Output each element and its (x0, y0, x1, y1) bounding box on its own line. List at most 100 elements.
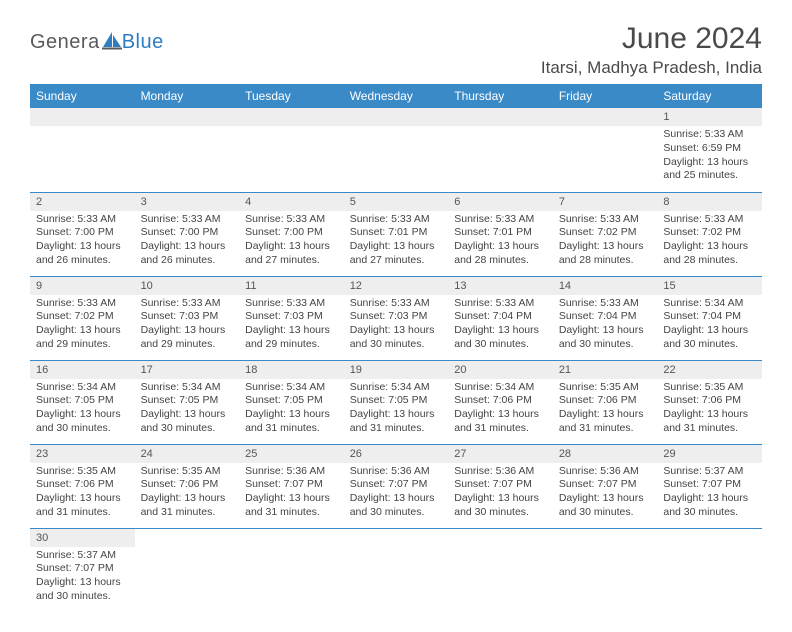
calendar-table: SundayMondayTuesdayWednesdayThursdayFrid… (30, 84, 762, 612)
day-body: Sunrise: 5:34 AMSunset: 7:05 PMDaylight:… (135, 379, 240, 440)
day-body: Sunrise: 5:33 AMSunset: 7:00 PMDaylight:… (239, 211, 344, 272)
day-number: 5 (344, 193, 449, 211)
calendar-cell: 8Sunrise: 5:33 AMSunset: 7:02 PMDaylight… (657, 192, 762, 276)
day-body: Sunrise: 5:37 AMSunset: 7:07 PMDaylight:… (657, 463, 762, 524)
daylight-line: Daylight: 13 hours and 30 minutes. (350, 324, 443, 351)
day-number: 21 (553, 361, 658, 379)
day-number: 1 (657, 108, 762, 126)
day-number: 20 (448, 361, 553, 379)
sunrise-line: Sunrise: 5:35 AM (141, 465, 234, 479)
sunset-line: Sunset: 7:06 PM (559, 394, 652, 408)
day-number: 15 (657, 277, 762, 295)
day-number: 29 (657, 445, 762, 463)
calendar-cell: 22Sunrise: 5:35 AMSunset: 7:06 PMDayligh… (657, 360, 762, 444)
daylight-line: Daylight: 13 hours and 27 minutes. (245, 240, 338, 267)
calendar-cell: 16Sunrise: 5:34 AMSunset: 7:05 PMDayligh… (30, 360, 135, 444)
daylight-line: Daylight: 13 hours and 31 minutes. (245, 408, 338, 435)
sunrise-line: Sunrise: 5:36 AM (245, 465, 338, 479)
daylight-line: Daylight: 13 hours and 28 minutes. (454, 240, 547, 267)
sunrise-line: Sunrise: 5:35 AM (663, 381, 756, 395)
day-body: Sunrise: 5:35 AMSunset: 7:06 PMDaylight:… (30, 463, 135, 524)
day-number-empty (553, 108, 658, 126)
day-number: 23 (30, 445, 135, 463)
sunset-line: Sunset: 7:00 PM (36, 226, 129, 240)
day-number-empty (30, 108, 135, 126)
sunset-line: Sunset: 7:00 PM (245, 226, 338, 240)
day-number: 9 (30, 277, 135, 295)
day-number: 2 (30, 193, 135, 211)
logo-text-blue: Blue (122, 31, 164, 54)
day-header-row: SundayMondayTuesdayWednesdayThursdayFrid… (30, 84, 762, 108)
daylight-line: Daylight: 13 hours and 31 minutes. (454, 408, 547, 435)
daylight-line: Daylight: 13 hours and 30 minutes. (454, 324, 547, 351)
sunset-line: Sunset: 7:01 PM (350, 226, 443, 240)
day-body: Sunrise: 5:33 AMSunset: 7:02 PMDaylight:… (553, 211, 658, 272)
sunset-line: Sunset: 7:06 PM (36, 478, 129, 492)
calendar-cell: 1Sunrise: 5:33 AMSunset: 6:59 PMDaylight… (657, 108, 762, 192)
day-number: 7 (553, 193, 658, 211)
calendar-cell-empty (135, 528, 240, 612)
sunrise-line: Sunrise: 5:33 AM (350, 213, 443, 227)
sunrise-line: Sunrise: 5:37 AM (663, 465, 756, 479)
calendar-cell: 18Sunrise: 5:34 AMSunset: 7:05 PMDayligh… (239, 360, 344, 444)
calendar-cell: 30Sunrise: 5:37 AMSunset: 7:07 PMDayligh… (30, 528, 135, 612)
sunrise-line: Sunrise: 5:33 AM (245, 297, 338, 311)
day-body: Sunrise: 5:34 AMSunset: 7:05 PMDaylight:… (239, 379, 344, 440)
calendar-cell: 17Sunrise: 5:34 AMSunset: 7:05 PMDayligh… (135, 360, 240, 444)
day-number: 25 (239, 445, 344, 463)
calendar-week: 23Sunrise: 5:35 AMSunset: 7:06 PMDayligh… (30, 444, 762, 528)
day-body: Sunrise: 5:35 AMSunset: 7:06 PMDaylight:… (135, 463, 240, 524)
daylight-line: Daylight: 13 hours and 25 minutes. (663, 156, 756, 183)
calendar-cell: 28Sunrise: 5:36 AMSunset: 7:07 PMDayligh… (553, 444, 658, 528)
sunset-line: Sunset: 7:05 PM (36, 394, 129, 408)
sunset-line: Sunset: 7:07 PM (454, 478, 547, 492)
daylight-line: Daylight: 13 hours and 26 minutes. (36, 240, 129, 267)
calendar-cell: 11Sunrise: 5:33 AMSunset: 7:03 PMDayligh… (239, 276, 344, 360)
sunrise-line: Sunrise: 5:33 AM (454, 213, 547, 227)
sunrise-line: Sunrise: 5:33 AM (36, 213, 129, 227)
day-body: Sunrise: 5:33 AMSunset: 7:03 PMDaylight:… (344, 295, 449, 356)
calendar-week: 16Sunrise: 5:34 AMSunset: 7:05 PMDayligh… (30, 360, 762, 444)
calendar-week: 2Sunrise: 5:33 AMSunset: 7:00 PMDaylight… (30, 192, 762, 276)
sunrise-line: Sunrise: 5:34 AM (36, 381, 129, 395)
calendar-cell: 2 Sunrise: 5:33 AMSunset: 7:00 PMDaylight… (30, 192, 135, 276)
daylight-line: Daylight: 13 hours and 30 minutes. (454, 492, 547, 519)
calendar-cell-empty (135, 108, 240, 192)
sunset-line: Sunset: 6:59 PM (663, 142, 756, 156)
calendar-cell-empty (239, 528, 344, 612)
day-number: 27 (448, 445, 553, 463)
logo-text-general: Genera (30, 31, 100, 54)
calendar-cell: 19Sunrise: 5:34 AMSunset: 7:05 PMDayligh… (344, 360, 449, 444)
daylight-line: Daylight: 13 hours and 26 minutes. (141, 240, 234, 267)
daylight-line: Daylight: 13 hours and 29 minutes. (141, 324, 234, 351)
sunset-line: Sunset: 7:06 PM (454, 394, 547, 408)
day-header: Monday (135, 84, 240, 108)
sunrise-line: Sunrise: 5:37 AM (36, 549, 129, 563)
sunset-line: Sunset: 7:03 PM (245, 310, 338, 324)
calendar-cell: 13Sunrise: 5:33 AMSunset: 7:04 PMDayligh… (448, 276, 553, 360)
day-body: Sunrise: 5:36 AMSunset: 7:07 PMDaylight:… (448, 463, 553, 524)
daylight-line: Daylight: 13 hours and 30 minutes. (141, 408, 234, 435)
sunrise-line: Sunrise: 5:35 AM (559, 381, 652, 395)
day-number: 6 (448, 193, 553, 211)
day-number: 11 (239, 277, 344, 295)
month-title: June 2024 (541, 22, 762, 56)
calendar-cell-empty (448, 528, 553, 612)
sunset-line: Sunset: 7:00 PM (141, 226, 234, 240)
calendar-week: 30Sunrise: 5:37 AMSunset: 7:07 PMDayligh… (30, 528, 762, 612)
daylight-line: Daylight: 13 hours and 28 minutes. (559, 240, 652, 267)
sunrise-line: Sunrise: 5:34 AM (141, 381, 234, 395)
logo: Genera Blue (30, 30, 164, 55)
calendar-cell: 3Sunrise: 5:33 AMSunset: 7:00 PMDaylight… (135, 192, 240, 276)
daylight-line: Daylight: 13 hours and 31 minutes. (350, 408, 443, 435)
calendar-cell: 24Sunrise: 5:35 AMSunset: 7:06 PMDayligh… (135, 444, 240, 528)
day-body: Sunrise: 5:33 AMSunset: 7:03 PMDaylight:… (135, 295, 240, 356)
day-body: Sunrise: 5:34 AMSunset: 7:06 PMDaylight:… (448, 379, 553, 440)
calendar-cell: 12Sunrise: 5:33 AMSunset: 7:03 PMDayligh… (344, 276, 449, 360)
sunset-line: Sunset: 7:02 PM (663, 226, 756, 240)
sunrise-line: Sunrise: 5:36 AM (559, 465, 652, 479)
location: Itarsi, Madhya Pradesh, India (541, 58, 762, 78)
daylight-line: Daylight: 13 hours and 31 minutes. (245, 492, 338, 519)
sunset-line: Sunset: 7:07 PM (350, 478, 443, 492)
header: Genera Blue June 2024 Itarsi, Madhya Pra… (30, 22, 762, 78)
